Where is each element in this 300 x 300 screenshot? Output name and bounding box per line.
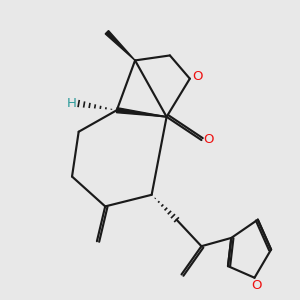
- Polygon shape: [105, 31, 135, 60]
- Polygon shape: [116, 108, 166, 117]
- Text: O: O: [251, 278, 261, 292]
- Text: H: H: [66, 97, 76, 110]
- Text: O: O: [192, 70, 202, 83]
- Text: O: O: [203, 133, 214, 146]
